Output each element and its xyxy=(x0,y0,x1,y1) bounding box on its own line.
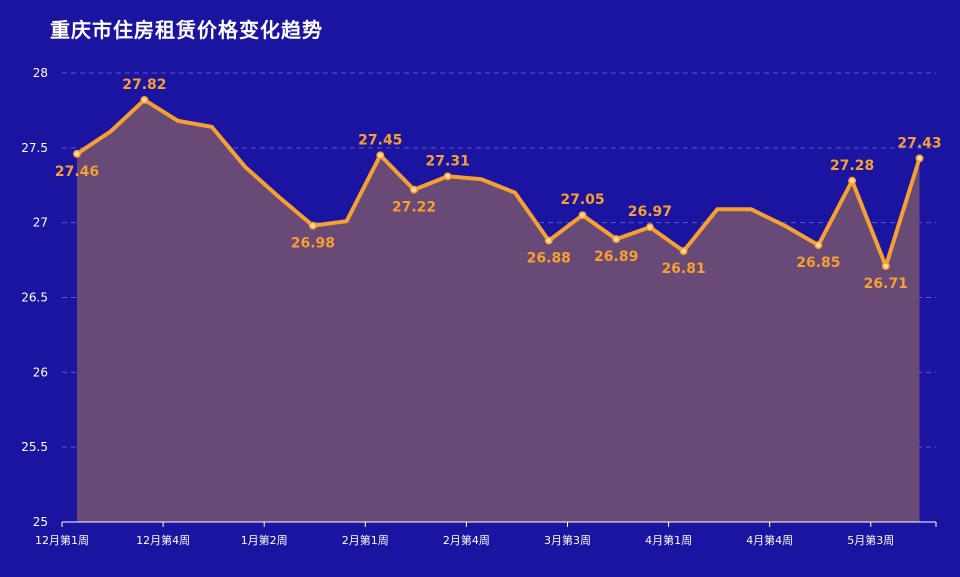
series-line xyxy=(75,97,922,269)
data-point xyxy=(848,176,857,185)
data-label: 27.31 xyxy=(426,153,470,169)
data-point xyxy=(443,172,452,181)
data-point xyxy=(544,236,553,245)
data-point xyxy=(612,235,621,244)
area-fill xyxy=(77,99,920,522)
data-point xyxy=(376,151,385,160)
data-point xyxy=(73,149,81,158)
data-label: 27.82 xyxy=(122,77,166,93)
data-label: 26.97 xyxy=(628,204,672,220)
y-axis: 25 25.5 26 26.5 27 27.5 28 xyxy=(21,66,48,529)
y-tick-label: 27 xyxy=(33,216,48,230)
x-tick-label: 12月第1周 xyxy=(35,533,89,547)
data-label: 26.88 xyxy=(527,251,571,267)
data-labels: 27.46 27.82 26.98 27.45 27.22 27.31 26.88 27.05… xyxy=(55,77,942,292)
data-label: 27.45 xyxy=(358,132,402,148)
x-axis: 12月第1周 12月第4周 1月第2周 2月第1周 2月第4周 3月第3周 4月第1周 4月第… xyxy=(35,521,937,547)
x-tick-label: 2月第4周 xyxy=(443,533,490,547)
data-point xyxy=(140,95,149,104)
data-point xyxy=(915,154,924,163)
x-tick-label: 4月第4周 xyxy=(746,533,793,547)
data-label: 26.89 xyxy=(594,249,638,265)
area-path xyxy=(77,99,920,522)
data-label: 26.71 xyxy=(864,276,908,292)
data-label: 26.85 xyxy=(796,255,840,271)
data-point xyxy=(679,247,688,256)
x-tick-label: 5月第3周 xyxy=(847,533,894,547)
data-point xyxy=(578,211,587,220)
data-label: 26.98 xyxy=(291,236,335,252)
data-label: 27.22 xyxy=(392,200,436,216)
y-tick-label: 25 xyxy=(33,515,48,529)
x-tick-label: 12月第4周 xyxy=(136,533,190,547)
y-tick-label: 26 xyxy=(33,365,48,379)
data-point xyxy=(410,185,418,194)
y-tick-label: 27.5 xyxy=(21,141,48,155)
x-tick-label: 3月第3周 xyxy=(544,533,591,547)
y-tick-label: 25.5 xyxy=(21,440,48,454)
data-point xyxy=(881,262,890,271)
y-tick-label: 28 xyxy=(33,66,48,80)
data-label: 27.43 xyxy=(897,135,941,151)
y-tick-label: 26.5 xyxy=(21,291,48,305)
data-points xyxy=(73,95,924,271)
x-tick-label: 2月第1周 xyxy=(342,533,389,547)
data-label: 27.05 xyxy=(560,192,604,208)
data-label: 26.81 xyxy=(661,261,705,277)
line-path xyxy=(75,97,922,269)
data-point xyxy=(308,221,317,230)
data-label: 27.46 xyxy=(55,164,99,180)
data-point xyxy=(645,223,654,232)
data-label: 27.28 xyxy=(830,158,874,174)
chart-title: 重庆市住房租赁价格变化趋势 xyxy=(50,18,323,42)
x-tick-label: 4月第1周 xyxy=(645,533,692,547)
data-point xyxy=(814,241,823,250)
x-tick-label: 1月第2周 xyxy=(241,533,288,547)
